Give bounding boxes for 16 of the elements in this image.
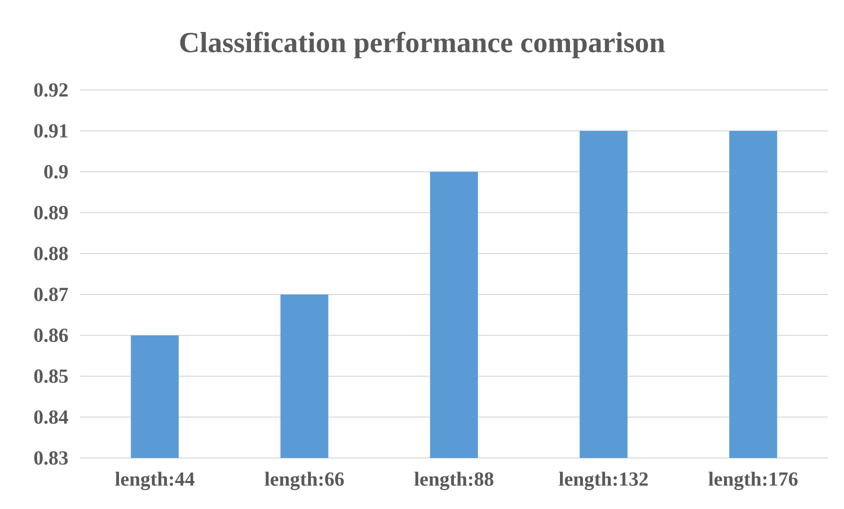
y-tick-label: 0.88 (34, 246, 68, 260)
y-tick-label: 0.85 (34, 369, 68, 384)
x-tick-label: length:88 (414, 472, 494, 490)
y-tick-label: 0.89 (34, 206, 68, 220)
y-tick-label: 0.92 (34, 83, 68, 97)
x-tick-label: length:66 (264, 472, 344, 490)
y-tick-label: 0.9 (44, 164, 68, 179)
y-tick-label: 0.84 (34, 410, 68, 424)
x-tick-label: length:44 (115, 472, 194, 490)
y-tick-label: 0.91 (34, 124, 68, 138)
y-tick-label: 0.87 (34, 288, 68, 302)
chart-title: Classification performance comparison (180, 32, 665, 58)
x-tick-label: length:132 (558, 472, 648, 490)
x-tick-label: length:176 (708, 472, 798, 490)
y-tick-label: 0.86 (34, 328, 68, 342)
y-tick-label: 0.83 (34, 451, 68, 465)
